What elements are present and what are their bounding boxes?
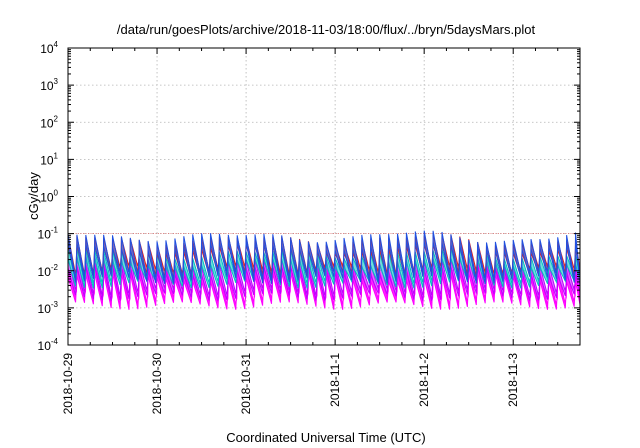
series-band [67, 247, 581, 289]
x-tick-label: 2018-11-3 [506, 353, 520, 407]
y-tick-label: 104 [40, 40, 58, 56]
series-band [67, 255, 581, 301]
y-tick-label: 100 [40, 189, 58, 205]
series-layer [67, 230, 581, 310]
x-tick-labels: 2018-10-29 2018-10-30 2018-10-31 2018-11-1 2… [61, 353, 520, 415]
x-tick-label: 2018-11-1 [328, 353, 342, 407]
y-axis-label: cGy/day [26, 172, 41, 220]
plot-frame [67, 47, 581, 346]
series-band [67, 230, 581, 284]
y-tick-label: 10-1 [38, 226, 59, 242]
x-axis-label: Coordinated Universal Time (UTC) [226, 430, 425, 445]
x-tick-label: 2018-11-2 [417, 353, 431, 407]
y-tick-label: 101 [40, 151, 58, 167]
x-tick-label: 2018-10-31 [239, 353, 253, 415]
y-tick-label: 10-2 [38, 263, 59, 279]
y-tick-label: 102 [40, 114, 58, 130]
x-tick-label: 2018-10-29 [61, 353, 75, 415]
y-tick-label: 10-3 [38, 300, 59, 316]
y-tick-label: 103 [40, 77, 58, 93]
chart-title: /data/run/goesPlots/archive/2018-11-03/1… [117, 22, 536, 37]
y-tick-labels: 10-4 10-3 10-2 10-1 100 101 102 103 104 [38, 40, 59, 353]
x-tick-label: 2018-10-30 [150, 353, 164, 415]
y-tick-label: 10-4 [38, 337, 59, 353]
